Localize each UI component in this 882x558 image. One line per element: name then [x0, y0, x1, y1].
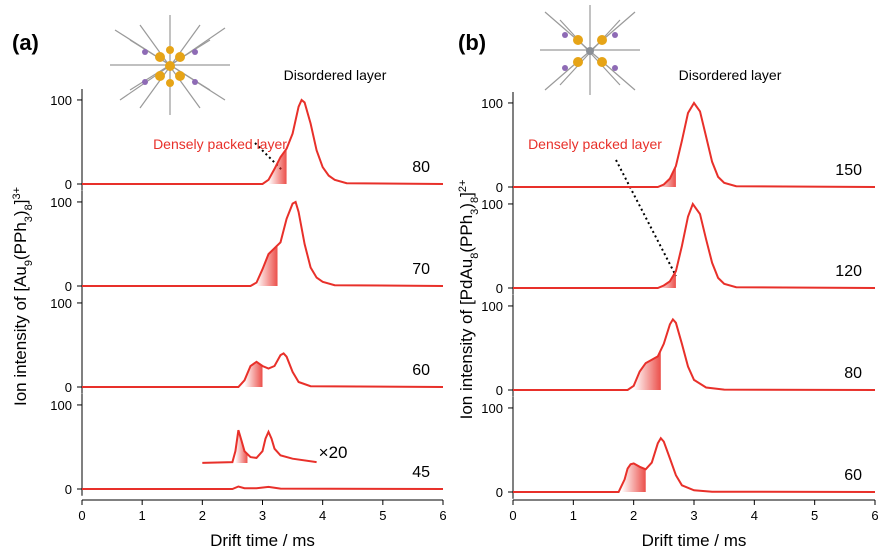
shaded-region [256, 245, 277, 286]
trace-label: 150 [835, 162, 862, 179]
x-axis-label: Drift time / ms [642, 531, 747, 550]
trace [513, 204, 875, 288]
y-tick-label: 0 [496, 485, 503, 500]
y-tick-label: 100 [481, 401, 503, 416]
x-tick-label: 6 [871, 508, 878, 523]
shaded-region [658, 271, 676, 288]
shaded-region [658, 166, 676, 187]
molecule-a [110, 15, 230, 115]
trace-label: 70 [412, 261, 430, 278]
x-tick-label: 0 [509, 508, 516, 523]
annotation-pointer [616, 160, 676, 276]
figure: 0123456Drift time / msIon intensity of [… [0, 0, 882, 553]
y-axis-label-part: Ion intensity of [PdAu [457, 259, 476, 420]
y-tick-label: 0 [65, 279, 72, 294]
magnified-trace [202, 430, 316, 463]
panel-label: (a) [12, 30, 39, 55]
molecule-b [540, 5, 640, 95]
y-tick-label: 0 [496, 180, 503, 195]
y-axis-label-part: 3+ [11, 187, 23, 200]
annotation: Densely packed layer [153, 136, 287, 152]
annotation: Disordered layer [284, 67, 387, 83]
x-tick-label: 1 [139, 508, 146, 523]
annotation: Disordered layer [679, 67, 782, 83]
trace [513, 319, 875, 390]
x-tick-label: 5 [811, 508, 818, 523]
y-tick-label: 100 [50, 195, 72, 210]
trace-label: 60 [844, 467, 862, 484]
x-axis-label: Drift time / ms [210, 531, 315, 550]
x-tick-label: 1 [570, 508, 577, 523]
panel-label: (b) [458, 30, 486, 55]
y-tick-label: 100 [50, 296, 72, 311]
y-tick-label: 0 [65, 177, 72, 192]
y-tick-label: 100 [481, 197, 503, 212]
magnification-label: ×20 [319, 443, 348, 462]
x-tick-label: 2 [199, 508, 206, 523]
y-tick-label: 0 [65, 380, 72, 395]
x-tick-label: 3 [259, 508, 266, 523]
x-tick-label: 5 [379, 508, 386, 523]
trace-label: 45 [412, 464, 430, 481]
x-tick-label: 2 [630, 508, 637, 523]
y-axis-label: Ion intensity of [PdAu8(PPh3)8]2+ [457, 180, 481, 420]
y-axis-label: Ion intensity of [Au9(PPh3)8]3+ [11, 187, 35, 406]
y-tick-label: 100 [50, 93, 72, 108]
trace [82, 487, 443, 490]
y-axis-label-part: (PPh [11, 222, 30, 260]
y-tick-label: 100 [481, 299, 503, 314]
y-tick-label: 0 [65, 482, 72, 497]
trace-label: 80 [412, 159, 430, 176]
y-tick-label: 0 [496, 281, 503, 296]
x-tick-label: 4 [319, 508, 326, 523]
x-tick-label: 3 [690, 508, 697, 523]
y-axis-label-part: Ion intensity of [Au [11, 266, 30, 406]
y-axis-label-part: (PPh [457, 215, 476, 253]
trace-label: 80 [844, 365, 862, 382]
annotation: Densely packed layer [528, 136, 662, 152]
x-tick-label: 0 [78, 508, 85, 523]
trace [513, 438, 875, 492]
y-tick-label: 100 [50, 398, 72, 413]
y-tick-label: 100 [481, 96, 503, 111]
y-axis-label-part: 2+ [457, 180, 469, 193]
trace-label: 120 [835, 263, 862, 280]
x-tick-label: 4 [751, 508, 758, 523]
y-tick-label: 0 [496, 383, 503, 398]
x-tick-label: 6 [439, 508, 446, 523]
trace-label: 60 [412, 362, 430, 379]
